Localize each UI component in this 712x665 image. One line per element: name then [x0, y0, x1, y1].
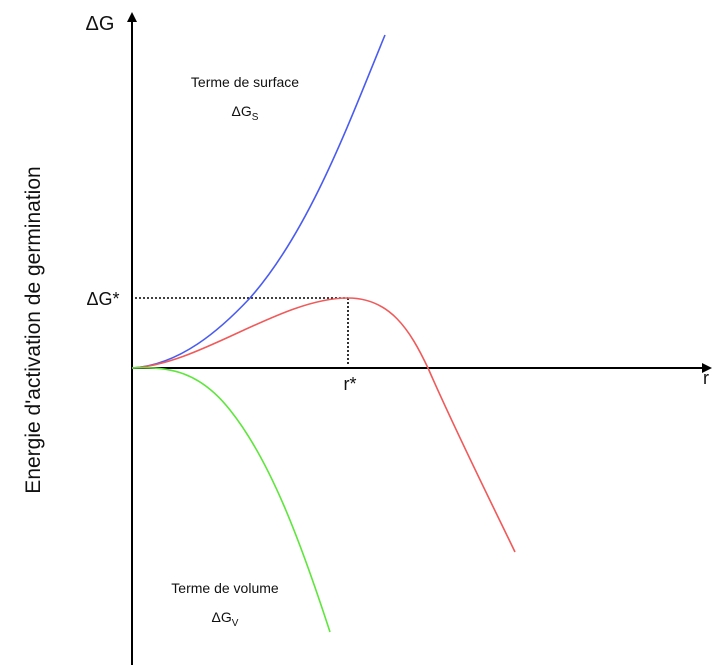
symbol: ΔG: [232, 103, 252, 119]
surface-curve: [131, 34, 386, 369]
critical-energy-label: ΔG*: [86, 289, 119, 309]
subscript: S: [252, 112, 259, 123]
y-axis-label: ΔG: [86, 13, 115, 35]
symbol: ΔG: [212, 609, 232, 625]
surface-symbol: ΔGS: [232, 103, 259, 123]
volume-curve: [131, 366, 331, 633]
critical-radius-label: r*: [344, 374, 357, 394]
subscript: V: [232, 618, 239, 629]
volume-label: Terme de volume: [171, 580, 279, 596]
surface-label: Terme de surface: [191, 74, 299, 90]
y-axis-title: Energie d'activation de germination: [22, 166, 45, 493]
total-curve: [131, 297, 516, 553]
x-axis-label: r: [703, 368, 709, 388]
volume-symbol: ΔGV: [212, 609, 239, 629]
